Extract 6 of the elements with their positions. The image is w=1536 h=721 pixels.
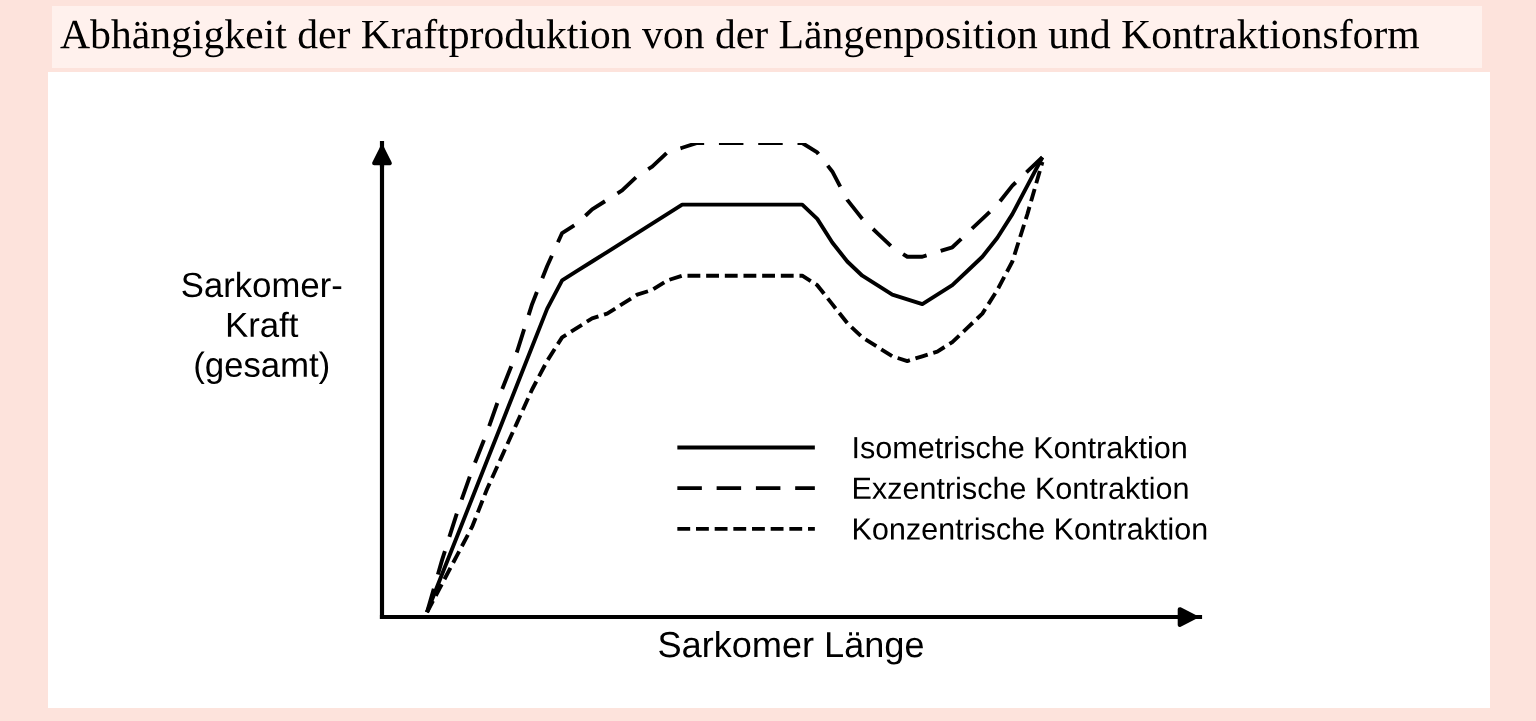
chart-title: Abhängigkeit der Kraftproduktion von der Längenposition und Kontraktionsform (60, 18, 1420, 58)
legend-label: Konzentrische Kontraktion (854, 517, 1207, 540)
legend-label: Isometrische Kontraktion (854, 436, 1186, 459)
legend-label: Exzentrische Kontraktion (854, 476, 1188, 500)
y-axis-title: Sarkomer- Kraft (gesamt) (182, 271, 342, 384)
x-axis-title: Sarkomer Länge (659, 630, 923, 665)
